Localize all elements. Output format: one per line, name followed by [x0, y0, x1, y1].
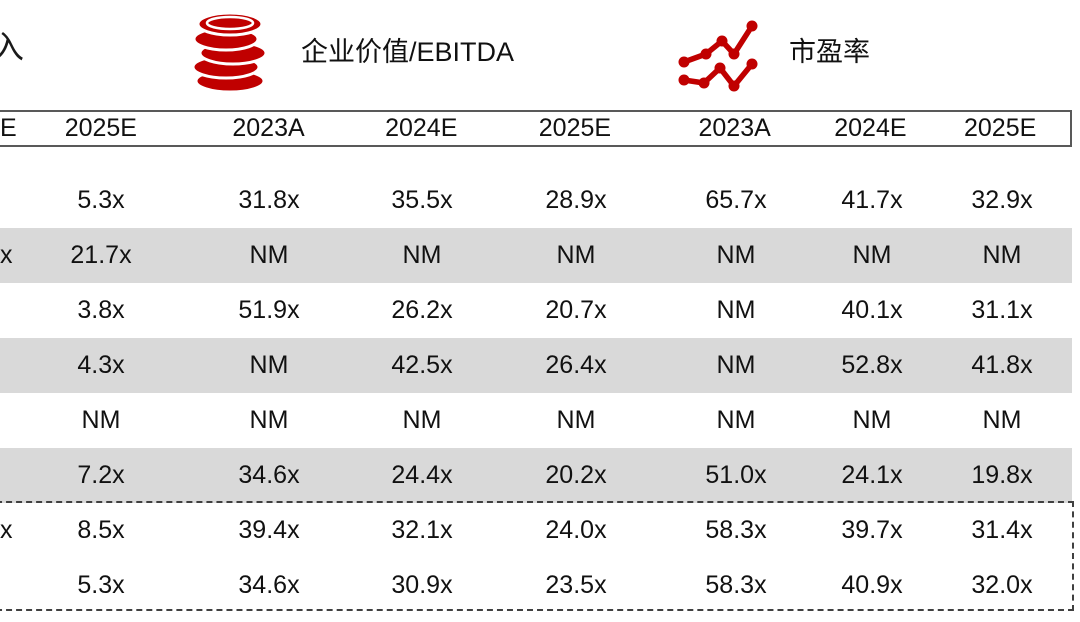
- comparables-table: E 2025E 2023A 2024E 2025E 2023A 2024E 2025E 5.3…: [0, 110, 1072, 613]
- table-cell: 32.9x: [971, 186, 1033, 214]
- table-row: 7.2x 34.6x 24.4x 20.2x 51.0x 24.1x 19.8x: [0, 448, 1072, 503]
- table-cell: 34.6x: [238, 571, 300, 599]
- header-cell: 2025E: [963, 114, 1037, 142]
- table-row-highlighted: 5.3x 34.6x 30.9x 23.5x 58.3x 40.9x 32.0x: [0, 558, 1072, 613]
- coin-stack-icon: [192, 11, 268, 94]
- table-cell: 40.1x: [841, 296, 903, 324]
- table-cell: NM: [852, 241, 892, 269]
- table-cell-partial: [0, 393, 16, 448]
- table-cell: 41.8x: [971, 351, 1033, 379]
- table-cell: 24.4x: [391, 461, 453, 489]
- table-cell: 5.3x: [77, 571, 125, 599]
- table-cell: 28.9x: [545, 186, 607, 214]
- table-cell: 35.5x: [391, 186, 453, 214]
- header-cell-partial: E: [0, 114, 17, 142]
- table-cell: NM: [81, 406, 121, 434]
- table-cell-partial: [0, 448, 16, 503]
- table-cell: 34.6x: [238, 461, 300, 489]
- table-cell-partial: [0, 173, 16, 228]
- table-cell: 3.8x: [77, 296, 125, 324]
- table-cell: NM: [716, 406, 756, 434]
- table-cell: 32.0x: [971, 571, 1033, 599]
- legend-label-ev-ebitda: 企业价值/EBITDA: [301, 37, 515, 67]
- table-cell: 23.5x: [545, 571, 607, 599]
- table-cell: NM: [402, 406, 442, 434]
- table-cell: 31.8x: [238, 186, 300, 214]
- table-cell: NM: [716, 241, 756, 269]
- header-cell: 2024E: [385, 114, 458, 142]
- table-cell: 31.4x: [971, 516, 1033, 544]
- table-cell: 31.1x: [971, 296, 1033, 324]
- header-cell: 2025E: [538, 114, 612, 142]
- table-cell: NM: [556, 241, 596, 269]
- table-cell: 24.1x: [841, 461, 903, 489]
- table-cell: 19.8x: [971, 461, 1033, 489]
- table-cell: 26.4x: [545, 351, 607, 379]
- table-cell: 41.7x: [841, 186, 903, 214]
- header-cell: 2023A: [698, 114, 771, 142]
- table-header-row: E 2025E 2023A 2024E 2025E 2023A 2024E 2025E: [0, 110, 1072, 147]
- table-row-highlighted: x 8.5x 39.4x 32.1x 24.0x 58.3x 39.7x 31.4x: [0, 503, 1072, 558]
- table-cell: 8.5x: [77, 516, 125, 544]
- table-cell: NM: [249, 351, 289, 379]
- table-row: 3.8x 51.9x 26.2x 20.7x NM 40.1x 31.1x: [0, 283, 1072, 338]
- table-cell: NM: [402, 241, 442, 269]
- table-cell: NM: [716, 351, 756, 379]
- table-cell: 30.9x: [391, 571, 453, 599]
- table-cell: NM: [249, 241, 289, 269]
- table-row: 5.3x 31.8x 35.5x 28.9x 65.7x 41.7x 32.9x: [0, 173, 1072, 228]
- table-cell: 40.9x: [841, 571, 903, 599]
- table-cell: 4.3x: [77, 351, 125, 379]
- line-chart-icon: [678, 20, 758, 92]
- table-cell: 42.5x: [391, 351, 453, 379]
- header-cell: 2024E: [834, 114, 907, 142]
- table-cell: 39.7x: [841, 516, 903, 544]
- table-cell-partial: [0, 338, 16, 393]
- table-cell-partial: [0, 558, 16, 613]
- partial-revenue-label: 入: [0, 29, 25, 65]
- table-cell: 26.2x: [391, 296, 453, 324]
- table-cell: 24.0x: [545, 516, 607, 544]
- header-spacer: [0, 147, 1072, 173]
- table-cell: 52.8x: [841, 351, 903, 379]
- table-cell: NM: [716, 296, 756, 324]
- table-cell-partial: x: [0, 241, 13, 269]
- table-cell: 51.9x: [238, 296, 300, 324]
- table-cell-partial: x: [0, 516, 13, 544]
- table-cell: 58.3x: [705, 516, 767, 544]
- table-body: 5.3x 31.8x 35.5x 28.9x 65.7x 41.7x 32.9x x 21.7x…: [0, 173, 1072, 613]
- header-cell: 2025E: [64, 114, 137, 142]
- table-cell: NM: [852, 406, 892, 434]
- table-cell: 39.4x: [238, 516, 300, 544]
- table-cell: 51.0x: [705, 461, 767, 489]
- table-row: NM NM NM NM NM NM NM: [0, 393, 1072, 448]
- header-cell: 2023A: [232, 114, 305, 142]
- table-cell: 65.7x: [705, 186, 767, 214]
- table-cell: 32.1x: [391, 516, 453, 544]
- table-row: x 21.7x NM NM NM NM NM NM: [0, 228, 1072, 283]
- legend-label-pe-ratio: 市盈率: [789, 37, 870, 67]
- table-cell: 58.3x: [705, 571, 767, 599]
- table-cell-partial: [0, 283, 16, 338]
- table-cell: 5.3x: [77, 186, 125, 214]
- table-cell: 7.2x: [77, 461, 125, 489]
- table-cell: NM: [556, 406, 596, 434]
- table-cell: 20.2x: [545, 461, 607, 489]
- table-cell: 20.7x: [545, 296, 607, 324]
- table-cell: NM: [982, 406, 1022, 434]
- table-cell: NM: [982, 241, 1022, 269]
- table-cell: 21.7x: [70, 241, 132, 269]
- table-row: 4.3x NM 42.5x 26.4x NM 52.8x 41.8x: [0, 338, 1072, 393]
- table-cell: NM: [249, 406, 289, 434]
